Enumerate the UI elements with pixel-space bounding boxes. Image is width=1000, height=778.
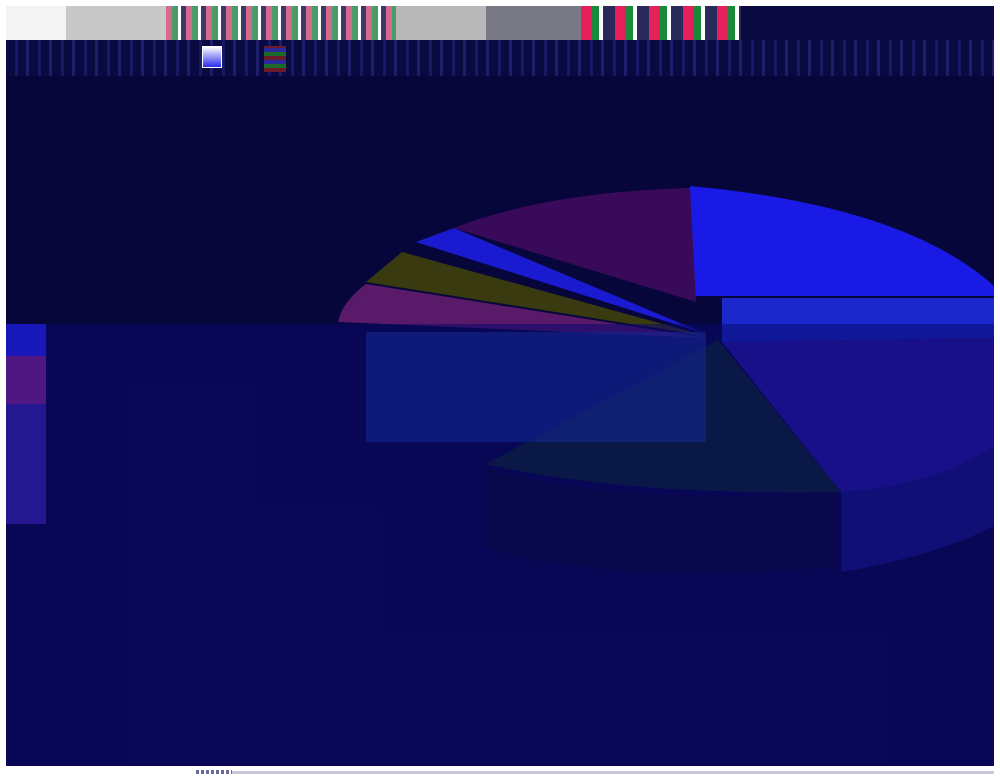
overlay-inner-box — [366, 332, 706, 442]
pie-slice — [690, 186, 994, 296]
horizontal-scrollbar[interactable] — [232, 771, 994, 774]
overlay-side-strip — [6, 324, 46, 524]
desktop-screen — [6, 6, 994, 772]
scroll-handle[interactable] — [196, 770, 232, 774]
